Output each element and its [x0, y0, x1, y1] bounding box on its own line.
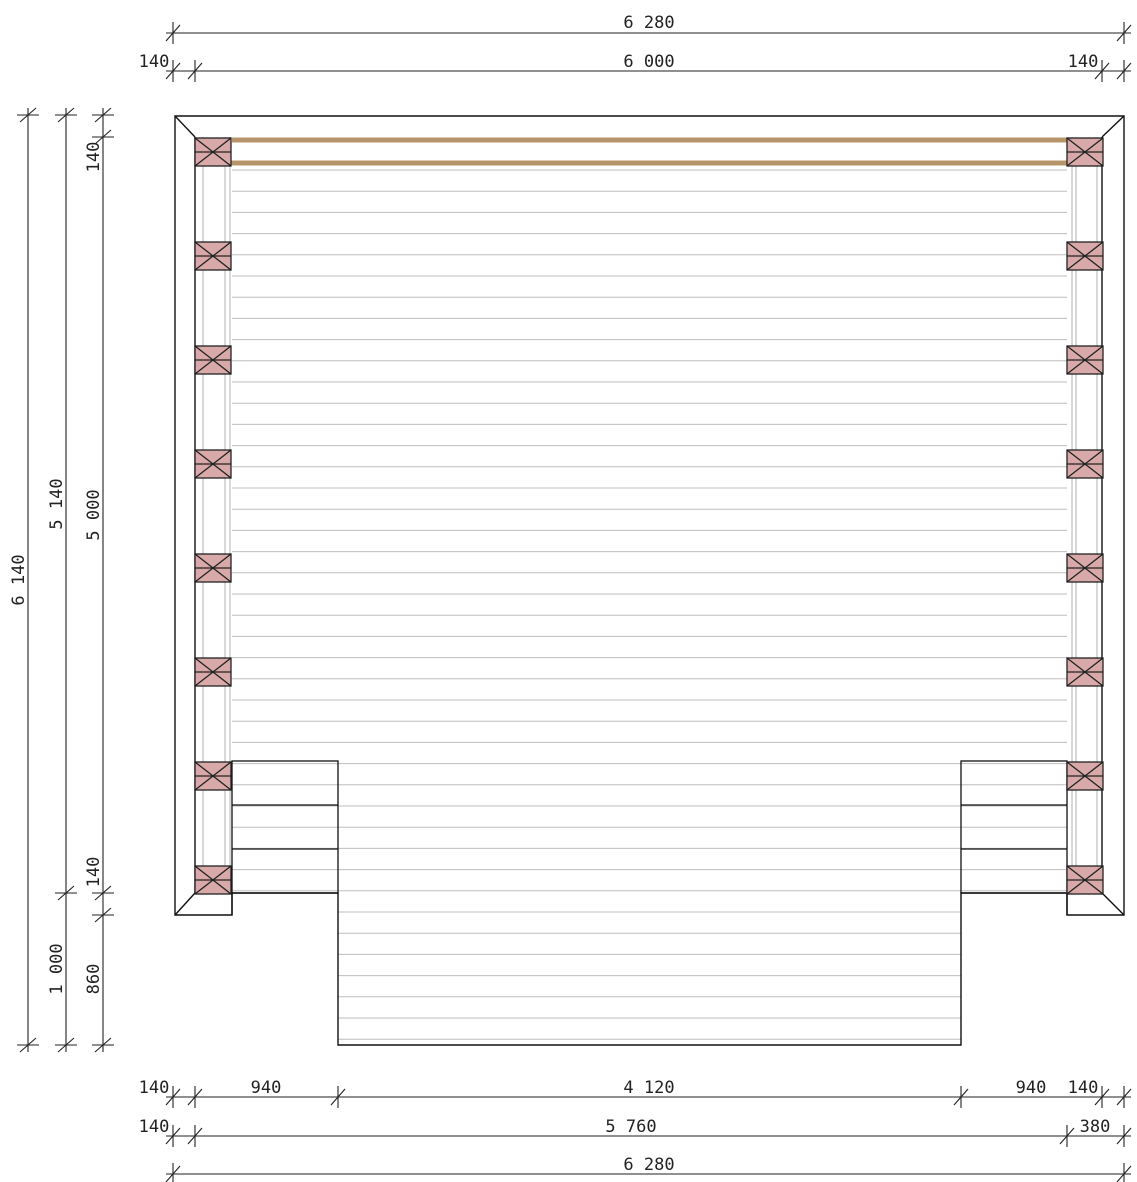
right-steps	[960, 760, 1068, 894]
post	[194, 761, 232, 791]
post	[1066, 345, 1104, 375]
bottom-row1-left-dimension: 940	[251, 1078, 282, 1098]
bottom-dimensions: 140 940 4 120 940 140 140 5 760 380 6 28…	[139, 1078, 1132, 1182]
side-bottom-dimension: 860	[84, 964, 104, 995]
post	[1066, 865, 1104, 895]
post	[194, 865, 232, 895]
step-boards	[338, 911, 961, 1040]
bottom-row1-right-offset-dimension: 140	[1068, 1078, 1099, 1098]
post	[1066, 137, 1104, 167]
side-top-offset-dimension: 140	[84, 142, 104, 173]
post	[194, 345, 232, 375]
top-dimensions: 6 280 140 6 000 140	[139, 13, 1132, 82]
bottom-row2-main-dimension: 5 760	[605, 1117, 656, 1137]
bottom-row1-left-offset-dimension: 140	[139, 1078, 170, 1098]
post	[1066, 761, 1104, 791]
post	[1066, 553, 1104, 583]
top-beams	[222, 137, 1067, 166]
side-inner-dimension: 5 000	[84, 489, 104, 540]
side-joists	[202, 137, 1098, 893]
bottom-row2-left-offset-dimension: 140	[139, 1117, 170, 1137]
post	[194, 449, 232, 479]
left-main-dimension: 5 140	[47, 478, 67, 529]
post	[194, 241, 232, 271]
post	[194, 657, 232, 687]
bottom-row1-right-dimension: 940	[1016, 1078, 1047, 1098]
post	[1066, 657, 1104, 687]
top-right-offset-dimension: 140	[1068, 52, 1099, 72]
bottom-row2-right-dimension: 380	[1080, 1117, 1111, 1137]
top-inner-dimension: 6 000	[623, 52, 674, 72]
left-overall-dimension: 6 140	[9, 554, 29, 605]
post	[1066, 241, 1104, 271]
side-mid-offset-dimension: 140	[84, 857, 104, 888]
bottom-row1-mid-dimension: 4 120	[623, 1078, 674, 1098]
left-dimensions: 6 140 5 140 1 000 140 5 000 140 860	[9, 107, 114, 1053]
left-steps	[231, 760, 339, 894]
deck-outline	[174, 115, 1125, 1046]
post	[194, 553, 232, 583]
top-overall-dimension: 6 280	[623, 13, 674, 33]
left-lower-dimension: 1 000	[47, 943, 67, 994]
deck-boards	[232, 169, 1067, 892]
post	[194, 137, 232, 167]
posts	[194, 137, 1104, 895]
post	[1066, 449, 1104, 479]
bottom-overall-dimension: 6 280	[623, 1155, 674, 1175]
top-left-offset-dimension: 140	[139, 52, 170, 72]
